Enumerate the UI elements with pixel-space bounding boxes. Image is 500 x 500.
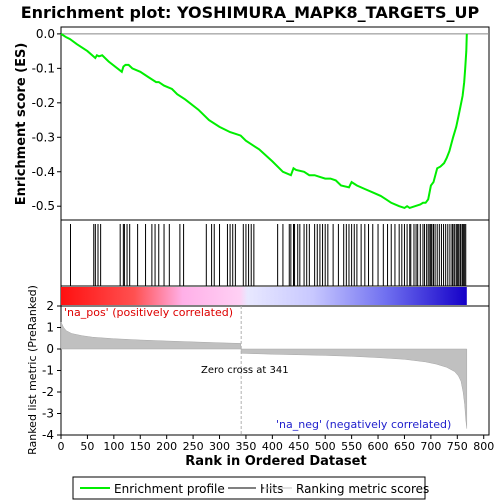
es-y-tick-label: -0.4 [32, 165, 55, 179]
x-tick-label: 350 [235, 440, 256, 453]
x-tick-label: 750 [447, 440, 468, 453]
chart-title: Enrichment plot: YOSHIMURA_MAPK8_TARGETS… [21, 3, 480, 22]
es-y-tick-label: -0.3 [32, 130, 55, 144]
x-tick-label: 800 [473, 440, 494, 453]
metric-y-tick-label: 0 [46, 342, 54, 356]
es-y-tick-label: -0.5 [32, 199, 55, 213]
x-tick-label: 0 [58, 440, 65, 453]
es-y-tick-label: -0.1 [32, 61, 55, 75]
x-axis-label: Rank in Ordered Dataset [185, 454, 366, 469]
legend-enrichment-label: Enrichment profile [114, 482, 225, 496]
rank-colorbar-panel [60, 285, 490, 307]
hits-panel [60, 219, 490, 287]
metric-y-tick-label: 1 [46, 321, 54, 335]
es-y-axis-label: Enrichment score (ES) [14, 43, 29, 206]
ranked-metric-frame [60, 305, 490, 436]
x-tick-label: 400 [262, 440, 283, 453]
metric-y-axis: 2 1 0 -1 -2 -3 -4 [42, 299, 61, 442]
x-tick-label: 600 [368, 440, 389, 453]
es-y-axis: 0.0 -0.1 -0.2 -0.3 -0.4 -0.5 [32, 27, 61, 213]
x-tick-label: 50 [80, 440, 94, 453]
legend-hits-label: Hits [260, 482, 283, 496]
metric-y-tick-label: -4 [42, 428, 54, 442]
legend: Enrichment profile Hits Ranking metric s… [72, 476, 429, 500]
x-tick-label: 550 [341, 440, 362, 453]
rank-colorbar [61, 287, 467, 305]
metric-y-tick-label: -1 [42, 364, 54, 378]
es-y-tick-label: 0.0 [36, 27, 55, 41]
metric-y-axis-label: Ranked list metric (PreRanked) [26, 285, 39, 455]
metric-y-tick-label: 2 [46, 299, 54, 313]
x-tick-label: 500 [315, 440, 336, 453]
x-tick-label: 100 [103, 440, 124, 453]
x-axis: 0 50 100 150 200 250 300 350 400 450 500 550 600 650 7… [58, 435, 494, 453]
na-pos-annotation: 'na_pos' (positively correlated) [64, 306, 233, 319]
es-panel: 0.0 -0.1 -0.2 -0.3 -0.4 -0.5 Enrichment score… [14, 26, 490, 221]
x-tick-label: 200 [156, 440, 177, 453]
ranking-metric-area [60, 321, 468, 429]
hit-markers [70, 224, 467, 286]
es-panel-frame [60, 26, 490, 221]
x-tick-label: 300 [209, 440, 230, 453]
x-tick-label: 150 [130, 440, 151, 453]
zero-cross-annotation: Zero cross at 341 [201, 365, 289, 376]
na-neg-annotation: 'na_neg' (negatively correlated) [276, 418, 451, 431]
x-tick-label: 450 [288, 440, 309, 453]
metric-y-tick-label: -2 [42, 385, 54, 399]
enrichment-profile-line [60, 33, 468, 209]
x-tick-label: 700 [420, 440, 441, 453]
es-y-tick-label: -0.2 [32, 96, 55, 110]
metric-y-tick-label: -3 [42, 407, 54, 421]
legend-metric-label: Ranking metric scores [296, 482, 429, 496]
x-tick-label: 250 [183, 440, 204, 453]
ranked-metric-panel: 2 1 0 -1 -2 -3 -4 Ranked list metric (PreRanke… [26, 285, 490, 455]
x-tick-label: 650 [394, 440, 415, 453]
